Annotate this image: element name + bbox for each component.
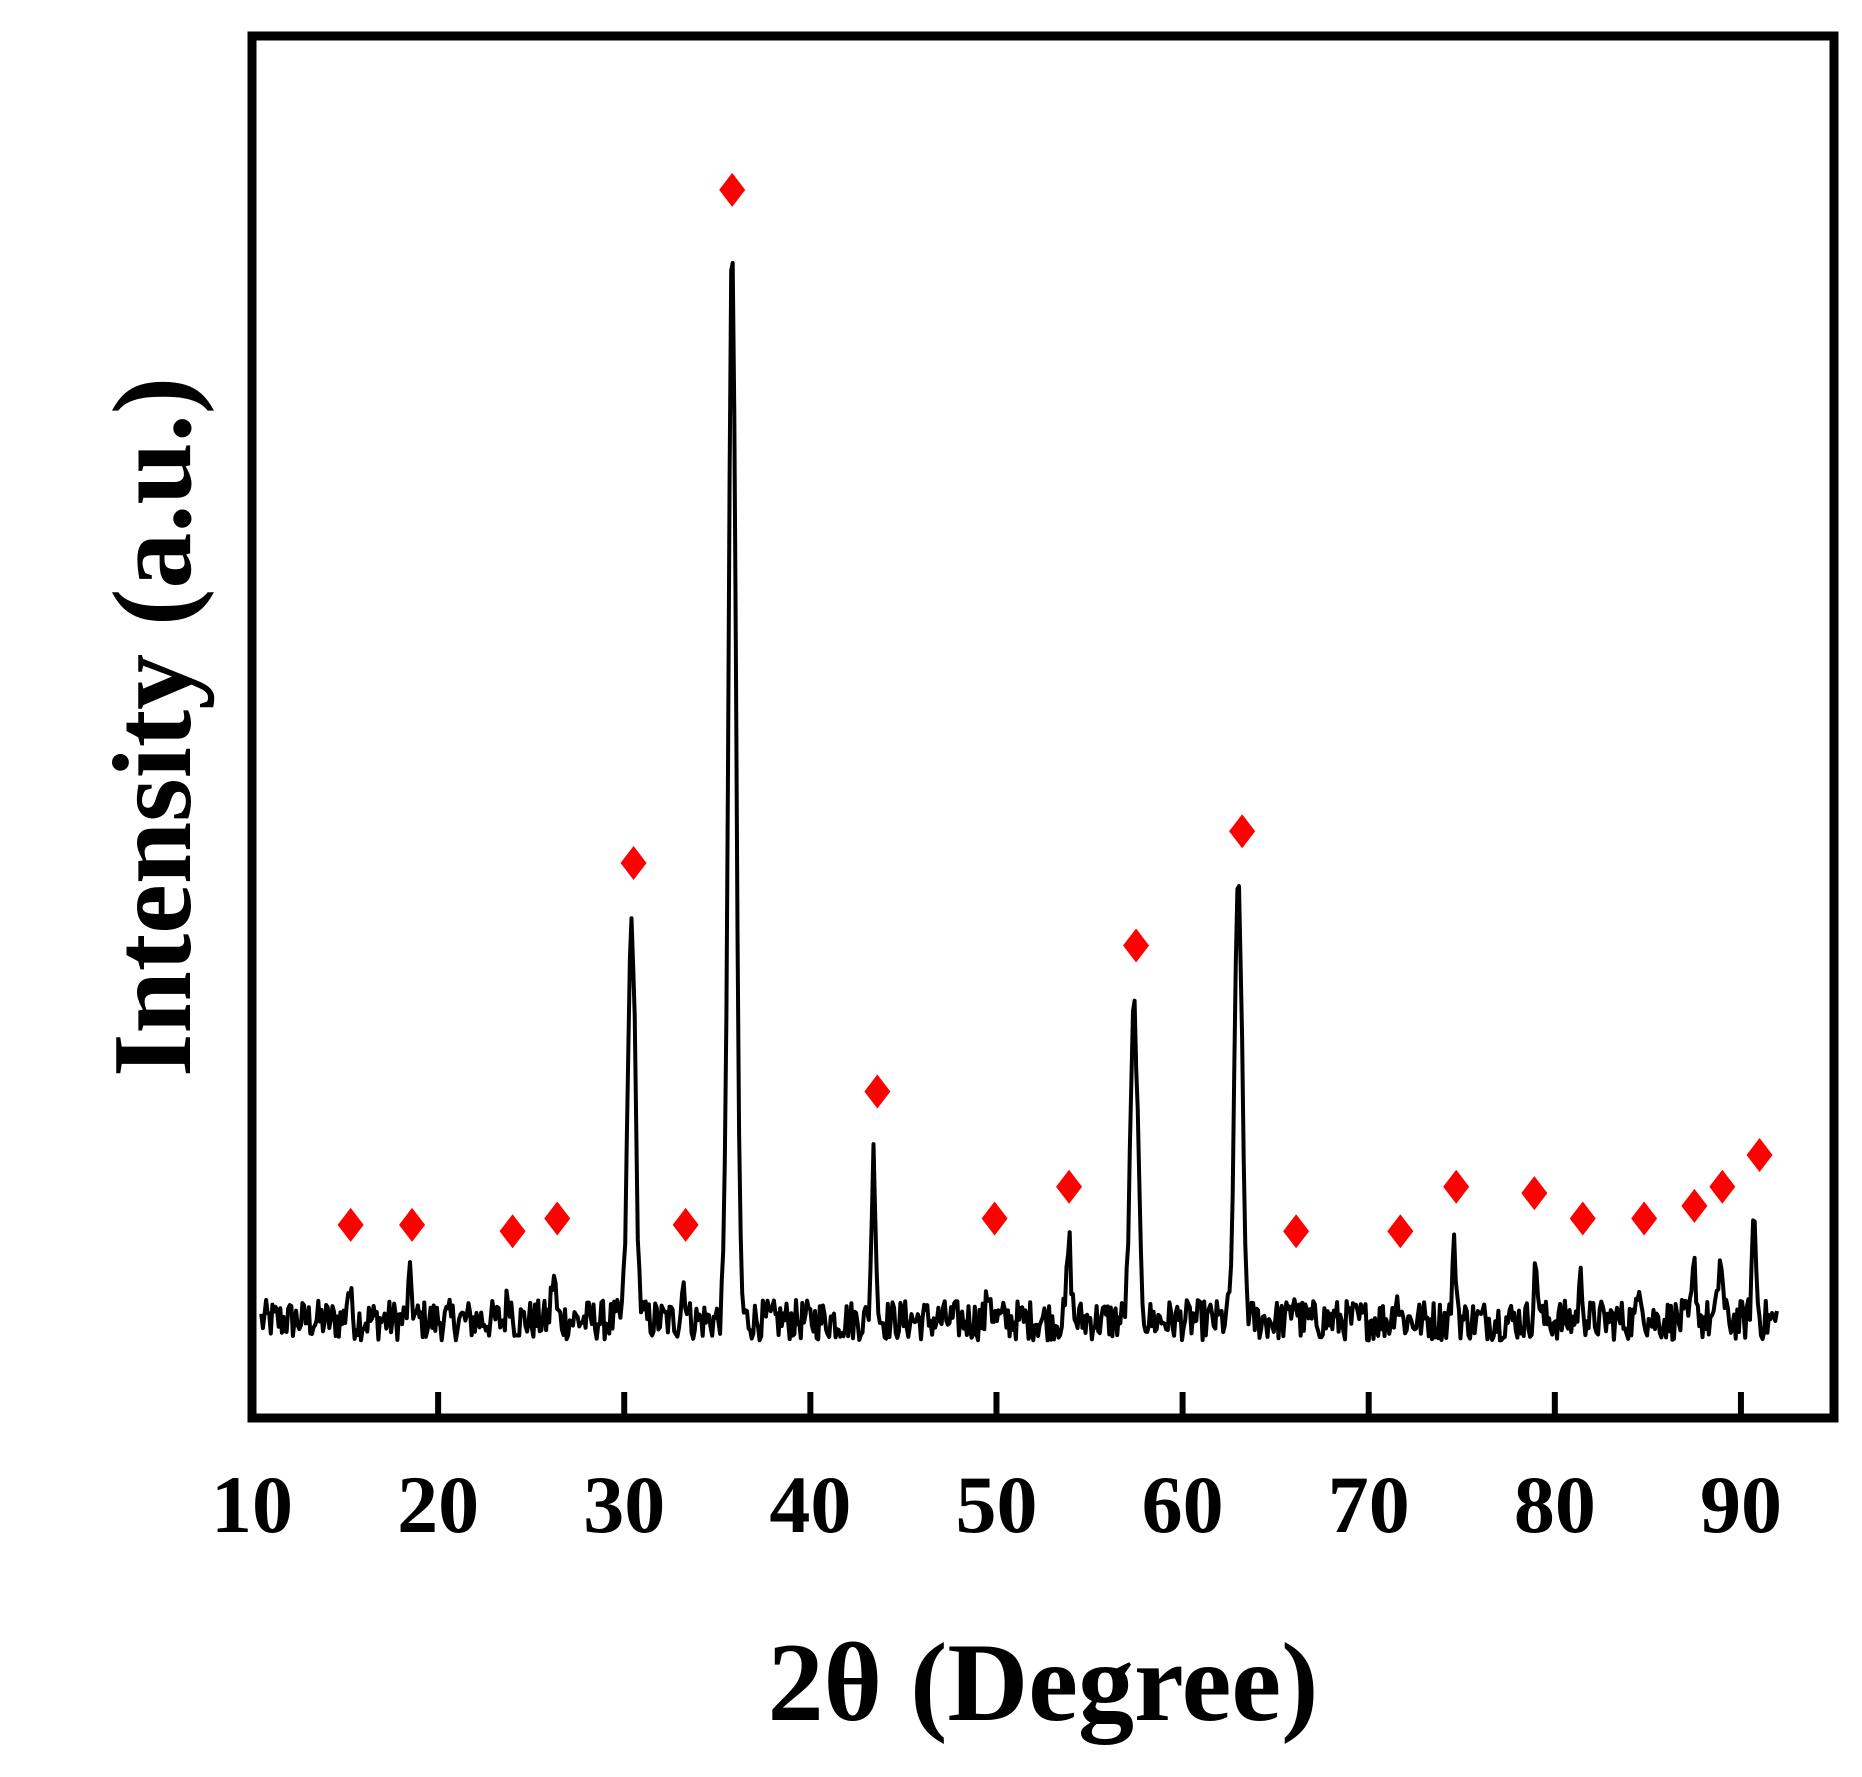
- peak-marker: [1569, 1201, 1596, 1236]
- x-tick-label: 10: [211, 1459, 293, 1550]
- xrd-pattern-line: [259, 261, 1779, 1343]
- x-tick-label: 40: [769, 1459, 851, 1550]
- plot-frame: [247, 31, 1839, 1423]
- peak-marker: [1709, 1169, 1736, 1204]
- peak-marker: [1056, 1169, 1083, 1204]
- peak-marker: [1681, 1188, 1708, 1223]
- peak-marker: [499, 1214, 526, 1249]
- peak-marker: [1229, 814, 1256, 849]
- y-axis-title: Intensity (a.u.): [91, 377, 215, 1077]
- peak-marker: [620, 845, 647, 880]
- peak-marker: [1387, 1214, 1414, 1249]
- peak-marker: [1283, 1214, 1310, 1249]
- peak-marker: [981, 1201, 1008, 1236]
- x-tick-label: 30: [583, 1459, 665, 1550]
- x-axis-ticks: [435, 1392, 1744, 1418]
- peak-marker: [719, 172, 746, 207]
- x-tick-label: 80: [1514, 1459, 1596, 1550]
- x-tick-label: 50: [955, 1459, 1037, 1550]
- x-axis-tick-labels: 10 20 30 40 50 60 70 80 90: [211, 1459, 1782, 1550]
- peak-marker: [399, 1207, 426, 1242]
- x-tick-label: 70: [1328, 1459, 1410, 1550]
- peak-markers: [337, 172, 1773, 1249]
- peak-marker: [672, 1207, 699, 1242]
- peak-marker: [1123, 928, 1150, 963]
- peak-marker: [864, 1074, 891, 1109]
- peak-marker: [1443, 1169, 1470, 1204]
- peak-marker: [1631, 1201, 1658, 1236]
- x-tick-label: 60: [1142, 1459, 1224, 1550]
- peak-marker: [337, 1207, 364, 1242]
- x-tick-label: 20: [397, 1459, 479, 1550]
- peak-marker: [1521, 1176, 1548, 1211]
- x-axis-title: 2θ (Degree): [768, 1621, 1319, 1745]
- x-tick-label: 90: [1700, 1459, 1782, 1550]
- peak-marker: [1746, 1138, 1773, 1173]
- peak-marker: [544, 1201, 571, 1236]
